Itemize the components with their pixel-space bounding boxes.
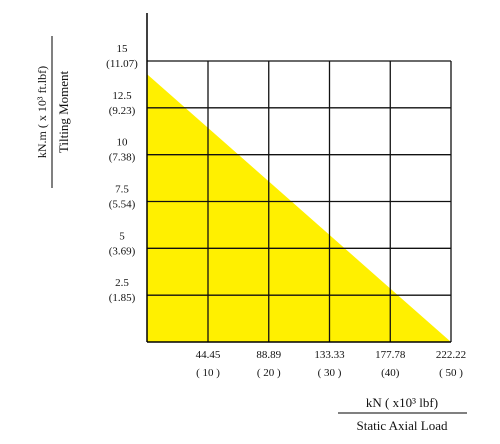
y-tick-sublabel: (1.85) [109,292,136,304]
x-tick-label: 177.78 [375,349,406,361]
y-tick-label: 12.5 [112,90,132,102]
y-tick-sublabel: (3.69) [109,245,136,257]
load-capacity-area-layer [147,74,451,342]
x-tick-sublabel: (40) [381,367,400,379]
y-tick-sublabel: (11.07) [106,58,138,70]
x-tick-sublabel: ( 10 ) [196,367,220,379]
x-tick-sublabel: ( 20 ) [257,367,281,379]
x-axis-title-line1: kN ( x10³ lbf) [366,395,438,410]
load-capacity-area [147,74,451,342]
y-tick-label: 15 [117,43,129,55]
x-tick-label: 222.22 [436,349,466,361]
y-tick-sublabel: (5.54) [109,199,136,211]
x-tick-label: 88.89 [256,349,281,361]
x-tick-labels: 44.45 ( 10 ) 88.89 ( 20 ) 133.33 ( 30 ) 177.78… [196,349,467,379]
x-axis-title: kN ( x10³ lbf) Static Axial Load [338,395,467,433]
y-tick-label: 10 [117,137,129,149]
x-tick-label: 44.45 [196,349,221,361]
axes [146,13,451,343]
x-tick-label: 133.33 [314,349,345,361]
grid [147,60,452,342]
y-tick-labels: 2.5 (1.85) 5 (3.69) 7.5 (5.54) 10 (7.38) 12.5 (9.… [106,43,138,304]
x-tick-sublabel: ( 30 ) [318,367,342,379]
y-tick-label: 5 [119,230,125,242]
y-axis-title-line2: Tilting Moment [56,70,71,153]
y-axis-title: kN.m ( x 10³ ft.lbf) Tilting Moment [35,36,71,188]
y-tick-label: 2.5 [115,277,129,289]
x-axis-title-line2: Static Axial Load [357,418,448,433]
y-tick-sublabel: (7.38) [109,152,136,164]
x-tick-sublabel: ( 50 ) [439,367,463,379]
y-tick-label: 7.5 [115,184,129,196]
y-tick-sublabel: (9.23) [109,105,136,117]
y-axis-title-line1: kN.m ( x 10³ ft.lbf) [35,66,49,158]
